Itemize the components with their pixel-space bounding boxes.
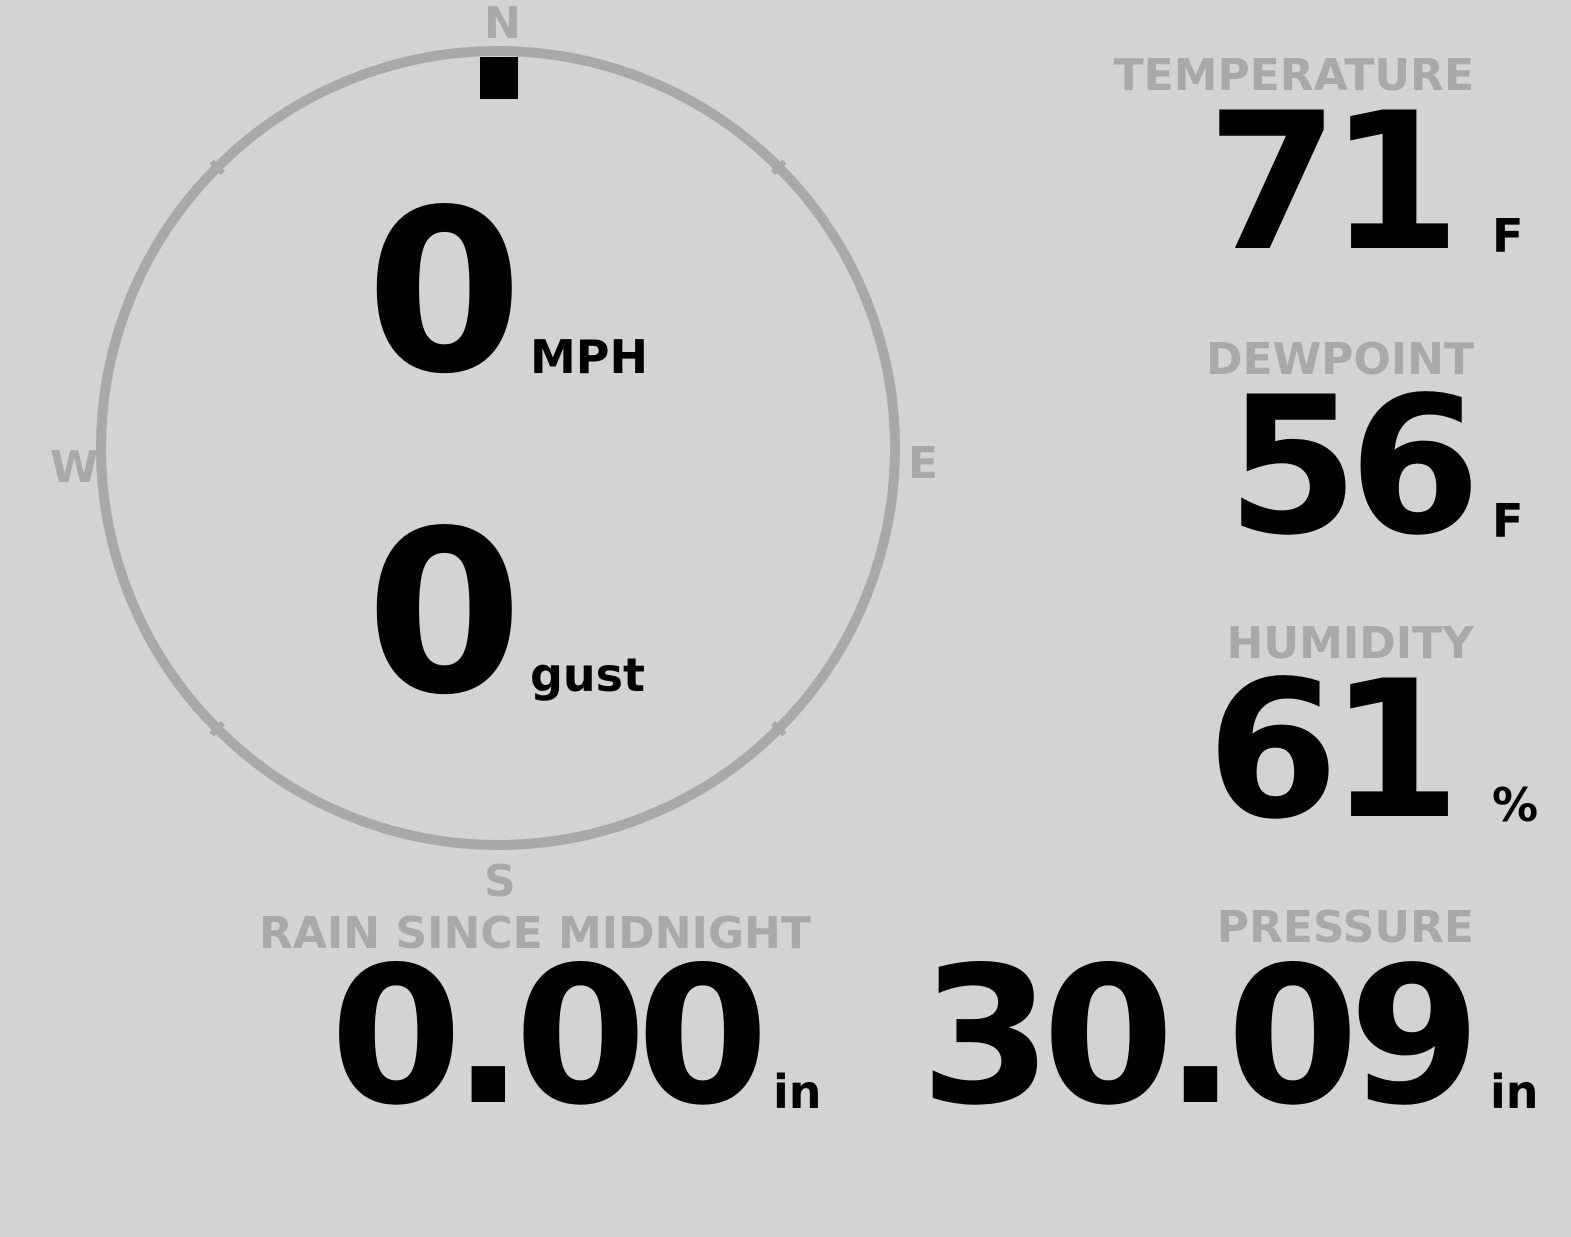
dewpoint-unit: F xyxy=(1492,494,1524,548)
dewpoint-label: DEWPOINT xyxy=(1206,334,1474,385)
compass-north: N xyxy=(484,0,521,49)
compass-tick xyxy=(770,720,787,737)
wind-speed-unit: MPH xyxy=(530,330,648,384)
compass-ring xyxy=(96,46,900,850)
humidity-value: 61 xyxy=(1206,640,1461,861)
pressure-value: 30.09 xyxy=(920,926,1481,1147)
humidity-label: HUMIDITY xyxy=(1226,618,1474,669)
pressure-label: PRESSURE xyxy=(1216,902,1474,953)
compass-ticks xyxy=(209,159,787,737)
compass-west: W xyxy=(50,442,99,493)
temperature-value: 71 xyxy=(1206,72,1461,293)
wind-gust-value: 0 xyxy=(366,483,523,745)
pressure-unit: in xyxy=(1490,1065,1539,1119)
wind-gust-unit: gust xyxy=(530,648,646,702)
dewpoint-value: 56 xyxy=(1226,356,1481,577)
wind-speed-value: 0 xyxy=(366,162,523,424)
compass-tick xyxy=(770,159,787,176)
rain-label: RAIN SINCE MIDNIGHT xyxy=(259,908,811,959)
humidity-unit: % xyxy=(1492,778,1539,832)
compass-south: S xyxy=(484,856,516,907)
compass-east: E xyxy=(908,438,939,489)
compass-tick xyxy=(209,159,226,176)
rain-unit: in xyxy=(773,1065,822,1119)
wind-direction-marker xyxy=(480,57,518,99)
rain-value: 0.00 xyxy=(330,926,769,1147)
compass-tick xyxy=(209,720,226,737)
temperature-label: TEMPERATURE xyxy=(1113,50,1474,101)
temperature-unit: F xyxy=(1492,209,1524,263)
